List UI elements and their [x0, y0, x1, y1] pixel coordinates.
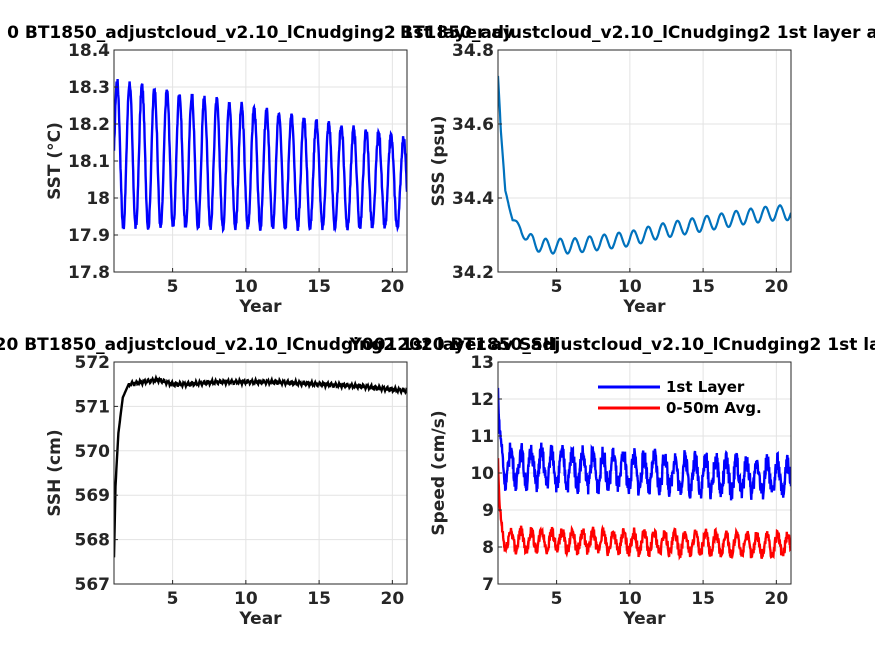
x-tick-label: 10	[618, 589, 642, 609]
chart-title: 0 BT1850_adjustcloud_v2.10_lCnudging2 1s…	[7, 23, 514, 43]
legend-label: 1st Layer	[666, 378, 745, 396]
y-tick-label: 17.8	[68, 263, 110, 283]
y-axis-label: SST (°C)	[45, 122, 65, 200]
axes-frame	[497, 49, 792, 273]
x-tick-label: 15	[307, 589, 331, 609]
x-tick-label: 5	[551, 589, 563, 609]
x-tick-label: 15	[307, 277, 331, 297]
y-tick-label: 13	[470, 353, 494, 373]
y-tick-label: 571	[75, 397, 111, 417]
chart-panel-3: 5 10 15 20 567 568 569 570 571 572 Year SSH (cm) 1-0…	[0, 335, 557, 629]
y-tick-label: 8	[482, 538, 494, 558]
y-tick-label: 9	[482, 501, 494, 521]
y-tick-label: 34.8	[452, 41, 494, 61]
x-tick-label: 20	[765, 277, 789, 297]
y-tick-label: 572	[75, 353, 111, 373]
y-tick-label: 18.3	[68, 78, 110, 98]
x-tick-label: 20	[765, 589, 789, 609]
series-line-1	[114, 374, 407, 558]
x-tick-label: 20	[381, 277, 405, 297]
x-tick-label: 20	[381, 589, 405, 609]
y-axis-label: SSS (psu)	[429, 115, 449, 206]
chart-title: BT1850_adjustcloud_v2.10_lCnudging2 1st …	[400, 23, 875, 43]
legend: 1st Layer 0-50m Avg.	[598, 378, 762, 417]
x-tick-label: 5	[167, 277, 179, 297]
x-tick-label: 5	[167, 589, 179, 609]
x-tick-label: 10	[234, 277, 258, 297]
x-axis-label: Year	[238, 297, 282, 317]
x-tick-label: 15	[691, 277, 715, 297]
series-line-1	[498, 387, 791, 501]
x-tick-label: 5	[551, 277, 563, 297]
x-axis-label: Year	[622, 297, 666, 317]
x-axis-label: Year	[238, 609, 282, 629]
x-tick-label: 10	[618, 277, 642, 297]
series-line-1	[498, 75, 791, 255]
y-tick-label: 34.6	[452, 115, 494, 135]
chart-panel-2: 5 10 15 20 34.2 34.4 34.6 34.8 Year SSS (psu) BT18…	[400, 23, 875, 317]
y-tick-label: 18	[86, 189, 110, 209]
y-tick-label: 570	[75, 442, 111, 462]
chart-title: 1-020 BT1850_adjustcloud_v2.10_lCnudging…	[0, 335, 557, 355]
y-tick-label: 569	[75, 486, 111, 506]
y-tick-label: 567	[75, 575, 111, 595]
y-tick-label: 10	[470, 464, 494, 484]
y-tick-label: 7	[482, 575, 494, 595]
y-tick-label: 12	[470, 390, 494, 410]
y-tick-label: 11	[470, 427, 494, 447]
axes-frame	[113, 361, 408, 585]
x-tick-label: 10	[234, 589, 258, 609]
y-tick-label: 568	[75, 531, 111, 551]
y-axis-label: Speed (cm/s)	[429, 410, 449, 535]
legend-label: 0-50m Avg.	[666, 399, 762, 417]
chart-title: Y0012020 BT1850_adjustcloud_v2.10_lCnudg…	[348, 335, 875, 355]
y-tick-label: 18.1	[68, 152, 110, 172]
x-tick-label: 15	[691, 589, 715, 609]
y-tick-label: 34.4	[452, 189, 494, 209]
chart-panel-1: 5 10 15 20 17.8 17.9 18 18.1 18.2 18.3 18.4 Year SST…	[7, 23, 514, 317]
y-axis-label: SSH (cm)	[45, 429, 65, 516]
series-line-1	[114, 79, 407, 234]
series-line-2	[498, 458, 791, 561]
x-axis-label: Year	[622, 609, 666, 629]
y-tick-label: 18.2	[68, 115, 110, 135]
y-tick-label: 18.4	[68, 41, 110, 61]
plot-area	[114, 362, 407, 584]
chart-panel-4: 5 10 15 20 7 8 9 10 11 12 13 Year Speed (cm/s) Y00120…	[348, 335, 875, 629]
y-tick-label: 17.9	[68, 226, 110, 246]
y-tick-label: 34.2	[452, 263, 494, 283]
